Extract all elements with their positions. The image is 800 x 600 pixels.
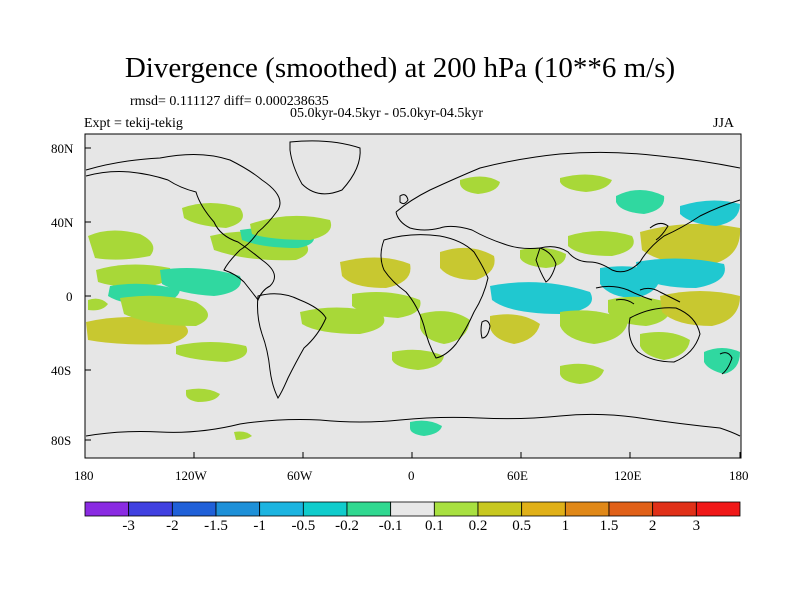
coastline-africa [380,234,489,359]
field-patch [640,223,741,266]
colorbar-label: 0.5 [512,518,532,534]
field-patch [234,431,252,440]
lon-tick-120e: 120E [614,468,642,483]
colorbar-swatch [608,501,654,517]
lon-tick-180e: 180 [729,468,749,483]
lon-tick-120w: 120W [175,468,207,483]
field-patch [176,342,248,362]
colorbar-label: -3 [122,518,135,534]
field-patch [460,176,500,194]
colorbar-swatch [171,501,217,517]
field-patch [88,230,154,260]
axis-ticks [84,147,741,458]
coastline-north-america [85,153,281,302]
lat-tick-40n: 40N [51,215,74,230]
lon-tick-180w: 180 [74,468,94,483]
coastline-uk [399,194,409,205]
coastline-madagascar [480,320,491,339]
rmsd-diff-text: rmsd= 0.111127 diff= 0.000238635 [130,94,329,109]
plot-title: Divergence (smoothed) at 200 hPa (10**6 … [124,52,676,84]
coastline-indonesia [595,285,681,305]
coastlines [85,140,741,437]
colorbar-swatch [477,501,523,517]
colorbar-swatch [433,501,479,517]
coastline-eurasia [395,151,741,273]
field-patch [568,231,634,256]
field-patch [440,247,495,280]
colorbar-label: -1 [253,518,266,534]
colorbar-swatch [695,501,741,517]
colorbar-swatch [390,501,435,517]
field-patch [704,348,740,374]
field-patch [88,298,108,311]
coastline-new-zealand [719,352,733,375]
colorbar-label: 2 [648,518,657,534]
field-patch [560,174,612,192]
field-patch [250,215,332,240]
colorbar-swatch [215,501,261,517]
field-patch [520,247,566,268]
coastline-antarctica [85,413,741,437]
colorbar-label: -0.5 [291,518,316,534]
field-patch [182,203,243,228]
field-patch [490,282,592,314]
colorbar-label: -0.1 [378,518,403,534]
period-text: 05.0kyr-04.5kyr - 05.0kyr-04.5kyr [290,106,484,121]
coastline-australia [628,307,701,363]
lon-tick-0: 0 [408,468,415,483]
lon-tick-60w: 60W [287,468,313,483]
colorbar-swatch [128,501,173,517]
coastline-south-america [257,293,327,399]
field-patch [96,264,172,287]
colorbar-swatch [84,501,130,517]
field-patch [616,190,665,214]
colorbar-label: -0.2 [335,518,359,534]
coastline-india [535,247,557,283]
divergence-field [86,174,741,440]
colorbar-label: 0.2 [468,518,488,534]
lat-tick-80s: 80S [51,433,72,448]
colorbar-label: 0.1 [424,518,444,534]
field-patch [186,388,220,402]
field-patch [560,310,628,344]
coastline-japan [649,222,669,241]
field-patch [640,332,690,360]
field-patch [660,291,740,326]
field-patch [120,295,208,326]
colorbar-swatch [346,501,392,517]
colorbar-label: -2 [166,518,179,534]
field-patch [608,296,672,326]
lat-tick-0: 0 [66,289,73,304]
colorbar-swatch [259,501,304,517]
lon-tick-60e: 60E [507,468,528,483]
colorbar-swatch [652,501,697,517]
field-patch [392,349,444,370]
colorbar [84,501,741,517]
lat-tick-80n: 80N [51,141,74,156]
colorbar-swatch [302,501,348,517]
field-patch [410,420,442,436]
colorbar-swatch [521,501,566,517]
lat-tick-40s: 40S [51,363,72,378]
season-text: JJA [713,116,735,131]
colorbar-label: 3 [692,518,701,534]
experiment-text: Expt = tekij-tekig [84,116,183,131]
field-patch [420,311,470,344]
field-patch [490,314,540,344]
colorbar-swatch [564,501,610,517]
colorbar-label: 1 [561,518,570,534]
colorbar-label: 1.5 [599,518,619,534]
colorbar-label: -1.5 [204,518,228,534]
coastline-greenland [289,140,361,195]
field-patch [560,363,604,384]
map-area [85,134,741,458]
field-patch [160,268,241,296]
field-patch [600,266,660,298]
